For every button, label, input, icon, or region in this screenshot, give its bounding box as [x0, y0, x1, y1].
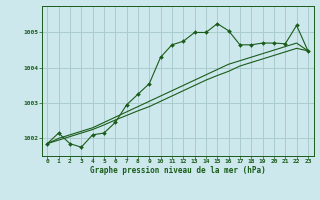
X-axis label: Graphe pression niveau de la mer (hPa): Graphe pression niveau de la mer (hPa) [90, 166, 266, 175]
